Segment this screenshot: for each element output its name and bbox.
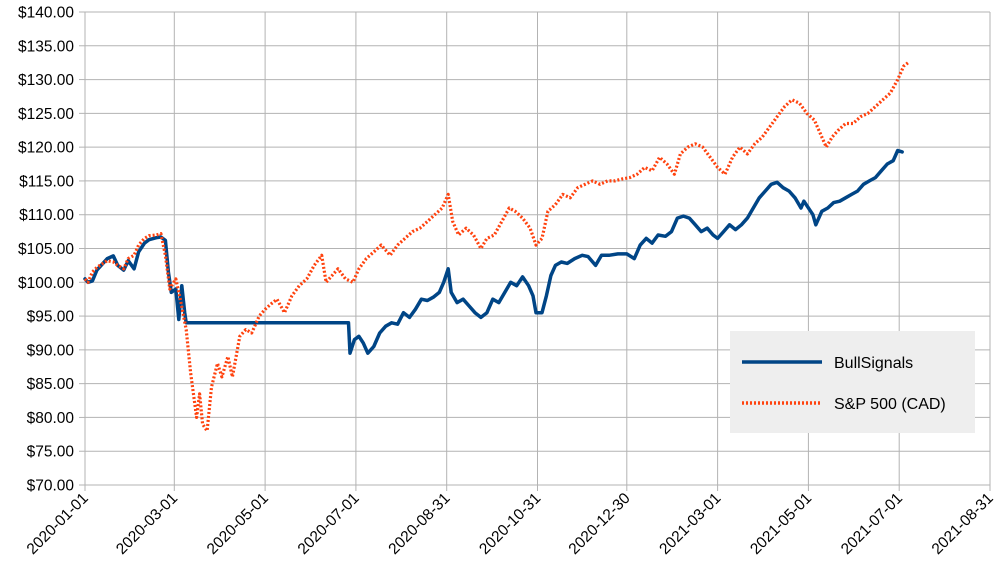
legend-label-sp500: S&P 500 (CAD) — [834, 396, 946, 413]
y-axis-tick-labels: $70.00 $75.00 $80.00 $85.00 $90.00 $95.00 $100… — [18, 5, 74, 495]
y-tick-label: $90.00 — [27, 342, 75, 359]
y-tick-label: $110.00 — [19, 207, 74, 224]
y-tick-label: $140.00 — [18, 5, 74, 22]
series-line-sp500 — [83, 61, 910, 433]
y-tick-label: $105.00 — [18, 241, 74, 258]
y-tick-label: $70.00 — [27, 478, 75, 495]
legend-box — [730, 331, 975, 433]
series-lines — [83, 61, 910, 433]
y-tick-label: $80.00 — [27, 410, 75, 427]
y-tick-label: $120.00 — [18, 140, 74, 157]
y-tick-label: $95.00 — [27, 309, 75, 326]
y-tick-label: $130.00 — [18, 72, 74, 89]
y-tick-label: $85.00 — [27, 376, 75, 393]
y-tick-label: $75.00 — [27, 444, 75, 461]
y-tick-label: $115.00 — [19, 173, 74, 190]
legend: BullSignals S&P 500 (CAD) — [730, 331, 975, 433]
legend-label-bullsignals: BullSignals — [834, 355, 913, 372]
y-tick-label: $100.00 — [18, 275, 74, 292]
y-tick-label: $125.00 — [18, 106, 74, 123]
y-tick-label: $135.00 — [18, 38, 74, 55]
